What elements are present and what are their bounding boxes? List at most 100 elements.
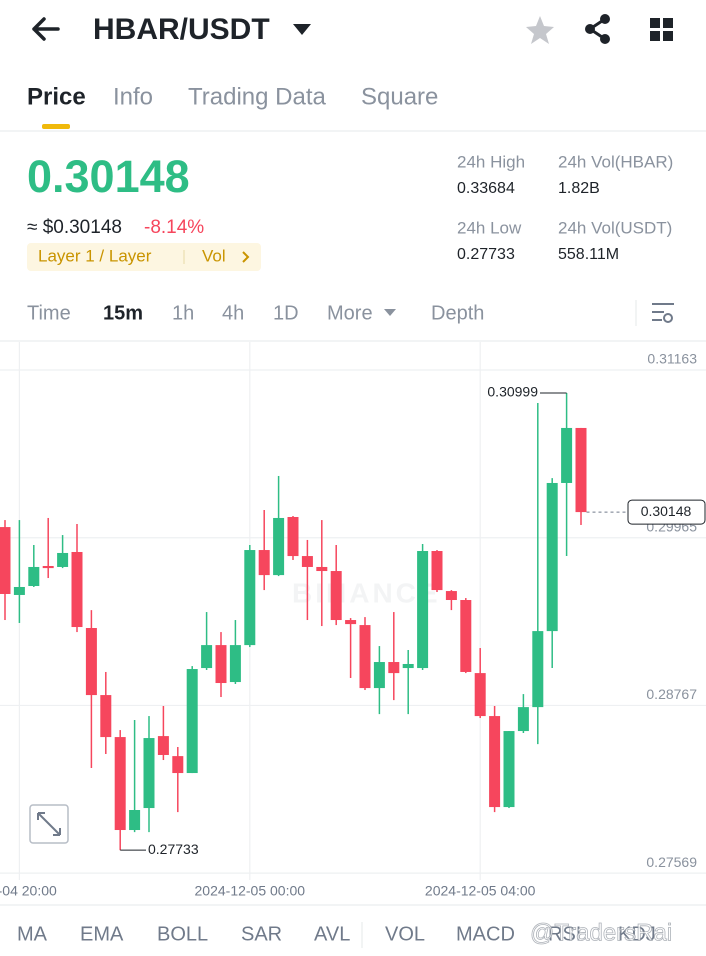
pair-title[interactable]: HBAR/USDT (93, 13, 270, 46)
candle-body (57, 552, 69, 567)
fiat-price: ≈ $0.30148 (27, 217, 122, 238)
candle-body (244, 550, 256, 646)
layout-button[interactable] (650, 18, 673, 41)
tag-box (27, 243, 261, 271)
interval[interactable]: Depth (431, 302, 484, 324)
tab-bar: Price Info Trading Data Square (27, 83, 438, 110)
candle-body (517, 707, 529, 732)
fullscreen-button[interactable] (29, 804, 69, 844)
interval[interactable]: 4h (222, 302, 244, 324)
candle-body (215, 645, 227, 684)
candle-body (157, 736, 169, 755)
high-label: 0.30999 (487, 384, 538, 400)
indicator[interactable]: KDJ (618, 923, 656, 945)
candle-body (373, 662, 385, 689)
interval[interactable]: More (327, 302, 373, 324)
tag-arrow (242, 251, 250, 263)
last-price-label: 0.30148 (641, 503, 692, 519)
tag[interactable]: Vol (202, 246, 226, 265)
candle-body (359, 625, 371, 689)
y-tick-label: 0.27569 (646, 854, 697, 870)
candle-body (345, 620, 357, 625)
pair-dropdown[interactable] (293, 24, 311, 35)
last-price: 0.30148 (27, 151, 190, 202)
overlay-watermark: @TradersRai (530, 919, 672, 946)
price-change: -8.14% (144, 217, 204, 238)
y-tick-label: 0.28767 (646, 686, 697, 702)
candle-body (489, 716, 501, 808)
candle-body (0, 527, 11, 594)
candle-body (143, 738, 155, 809)
indicator[interactable]: EMA (80, 923, 124, 945)
candle-body (258, 550, 270, 576)
stat-label: 24h Vol(HBAR) (558, 152, 673, 171)
candle-body (13, 586, 25, 595)
candle-body (301, 556, 313, 567)
y-tick-label: 0.31163 (647, 351, 697, 367)
candle-body (129, 810, 141, 831)
indicator[interactable]: MA (17, 923, 48, 945)
tab[interactable]: Square (361, 83, 438, 110)
stat-value: 558.11M (558, 246, 619, 263)
tag[interactable]: Layer 1 / Layer (38, 246, 152, 265)
stat-label: 24h High (457, 152, 525, 171)
share-button[interactable] (585, 14, 610, 44)
candle-body (186, 669, 198, 774)
indicator[interactable]: BOLL (157, 923, 208, 945)
candle-body (445, 591, 457, 601)
interval[interactable]: 1h (172, 302, 194, 324)
candlestick-chart: 0.311630.299650.287670.27569BINANCE12-04… (0, 342, 706, 899)
tab[interactable]: Trading Data (188, 83, 327, 110)
candle-body (546, 482, 558, 632)
interval[interactable]: Time (27, 302, 71, 324)
candle-body (100, 695, 112, 738)
more-dropdown (384, 309, 396, 316)
candle-body (71, 551, 83, 628)
stat-value: 1.82B (558, 180, 600, 197)
stat-value: 0.27733 (457, 246, 515, 263)
stat-label: 24h Low (457, 218, 522, 237)
candle-body (417, 551, 429, 669)
indicator[interactable]: MACD (456, 923, 515, 945)
x-tick-label: 2024-12-05 04:00 (425, 883, 536, 899)
watermark: BINANCE (292, 577, 441, 608)
stats: 24h High 0.33684 24h Vol(HBAR) 1.82B 24h Low… (457, 152, 673, 263)
interval[interactable]: 1D (273, 302, 299, 324)
x-tick-label: 2024-12-05 00:00 (195, 883, 306, 899)
indicator[interactable]: AVL (314, 923, 350, 945)
candle-body (172, 756, 184, 774)
tab[interactable]: Price (27, 83, 86, 110)
candle-body (85, 628, 97, 696)
candle-body (273, 517, 285, 576)
candle-body (316, 566, 328, 572)
back-button[interactable] (32, 17, 60, 41)
indicator-bar: MA EMA BOLL SAR AVL VOL MACD RSI KDJ (17, 923, 656, 945)
candle-body (114, 737, 126, 831)
candle-body (575, 427, 587, 513)
interval[interactable]: 15m (103, 302, 143, 324)
indicator[interactable]: SAR (241, 923, 282, 945)
stat-value: 0.33684 (457, 180, 515, 197)
candle-body (330, 571, 342, 621)
x-tick-label: 12-04 20:00 (0, 883, 57, 899)
favorite-star[interactable] (526, 16, 554, 44)
candle-body (561, 427, 573, 483)
low-label: 0.27733 (148, 841, 199, 857)
indicator[interactable]: RSI (548, 923, 581, 945)
candle-body (28, 566, 40, 587)
chart-settings[interactable] (652, 303, 674, 323)
indicator[interactable]: VOL (385, 923, 425, 945)
interval-bar: Time 15m 1h 4h 1D More Depth (27, 302, 484, 324)
candle-body (287, 516, 299, 557)
candle-body (402, 663, 414, 669)
candle-body (229, 645, 241, 683)
last-price-box (627, 499, 706, 525)
stat-label: 24h Vol(USDT) (558, 218, 672, 237)
candle-body (503, 731, 515, 808)
candle-body (460, 600, 472, 672)
candle-body (201, 645, 213, 669)
candle-body (532, 631, 544, 708)
tab[interactable]: Info (113, 83, 153, 110)
